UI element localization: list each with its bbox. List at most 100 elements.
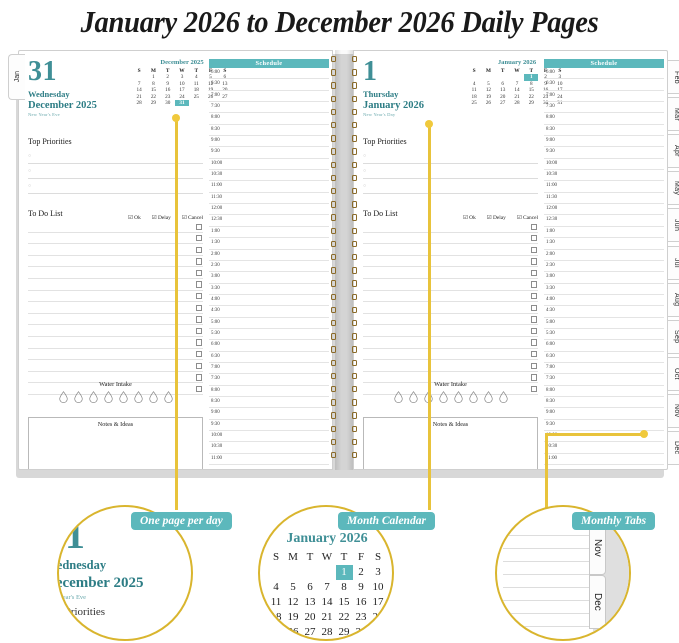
water-drop-icon[interactable]	[438, 390, 448, 403]
todo-row[interactable]	[363, 337, 538, 349]
water-drop-icon[interactable]	[103, 390, 113, 403]
calendar-day[interactable]: 26	[287, 626, 299, 638]
schedule-row[interactable]: 7:00	[544, 91, 664, 103]
schedule-row[interactable]: 6:00	[209, 68, 329, 80]
calendar-day[interactable]: 12	[287, 596, 299, 608]
calendar-day[interactable]: 31	[372, 626, 384, 638]
calendar-day[interactable]: 22	[150, 93, 157, 100]
callout-3-tab-dec[interactable]: Dec	[589, 575, 606, 629]
schedule-row[interactable]: 6:30	[209, 79, 329, 91]
calendar-day[interactable]: 3	[375, 566, 381, 578]
calendar-day[interactable]: 24	[179, 93, 185, 100]
calendar-day[interactable]: 18	[193, 87, 199, 94]
calendar-day[interactable]: 12	[485, 87, 492, 94]
schedule-line[interactable]	[232, 147, 329, 157]
schedule-line[interactable]	[232, 159, 329, 169]
schedule-row[interactable]: 5:00	[209, 318, 329, 329]
schedule-row[interactable]: 10:30	[544, 442, 664, 454]
schedule-row[interactable]: 9:30	[544, 420, 664, 431]
schedule-row[interactable]: 12:00	[209, 204, 329, 216]
calendar-day[interactable]: 15	[150, 87, 157, 94]
monthly-tab-apr[interactable]: Apr	[668, 134, 679, 169]
schedule-line[interactable]	[232, 193, 329, 203]
schedule-line[interactable]	[232, 68, 329, 78]
schedule-row[interactable]: 8:30	[209, 397, 329, 409]
todo-row[interactable]	[363, 360, 538, 372]
todo-row[interactable]	[363, 244, 538, 256]
calendar-day[interactable]: 12	[207, 80, 214, 87]
schedule-line[interactable]	[567, 329, 664, 339]
schedule-row[interactable]: 9:30	[209, 147, 329, 159]
todo-checkbox[interactable]	[195, 246, 202, 254]
schedule-row[interactable]: 5:00	[544, 318, 664, 329]
calendar-day[interactable]: 15	[338, 596, 350, 608]
todo-row[interactable]	[28, 267, 203, 279]
schedule-line[interactable]	[567, 102, 664, 112]
calendar-day[interactable]: 31	[557, 100, 563, 107]
schedule-row[interactable]: 10:00	[209, 159, 329, 171]
todo-checkbox[interactable]	[530, 385, 537, 393]
schedule-line[interactable]	[567, 340, 664, 350]
calendar-day[interactable]: 24	[557, 93, 563, 100]
calendar-day[interactable]: 21	[514, 93, 520, 100]
calendar-day[interactable]: 16	[355, 596, 367, 608]
todo-checkbox[interactable]	[530, 304, 537, 312]
schedule-row[interactable]: 6:30	[209, 352, 329, 363]
calendar-day[interactable]: 23	[355, 611, 367, 623]
todo-row[interactable]	[28, 279, 203, 291]
water-drop-icon[interactable]	[468, 390, 478, 403]
schedule-line[interactable]	[567, 284, 664, 294]
monthly-tab-feb[interactable]: Feb	[668, 60, 679, 94]
schedule-line[interactable]	[567, 250, 664, 260]
schedule-row[interactable]: 11:30	[209, 193, 329, 205]
todo-checkbox[interactable]	[530, 362, 537, 370]
schedule-line[interactable]	[232, 250, 329, 260]
calendar-day[interactable]: 25	[270, 626, 282, 638]
schedule-line[interactable]	[567, 170, 664, 180]
todo-checkbox[interactable]	[530, 316, 537, 323]
calendar-day[interactable]: 5	[487, 80, 490, 87]
schedule-line[interactable]	[232, 295, 329, 305]
schedule-line[interactable]	[232, 386, 329, 396]
calendar-day[interactable]: 3	[180, 74, 184, 81]
schedule-line[interactable]	[567, 238, 664, 248]
calendar-day[interactable]: 18	[471, 93, 477, 100]
schedule-row[interactable]: 3:30	[544, 284, 664, 295]
todo-row[interactable]	[363, 383, 538, 395]
priority-row[interactable]: ○	[28, 164, 203, 179]
calendar-day[interactable]: 8	[152, 80, 155, 87]
schedule-line[interactable]	[232, 340, 329, 350]
schedule-row[interactable]: 9:30	[544, 147, 664, 159]
calendar-day[interactable]: 18	[270, 611, 282, 623]
monthly-tab-dec[interactable]: Dec	[668, 431, 679, 465]
calendar-day[interactable]: 19	[287, 611, 299, 623]
todo-checkbox[interactable]	[530, 339, 537, 346]
calendar-day[interactable]: 30	[165, 100, 171, 107]
water-drop-icon[interactable]	[453, 390, 463, 403]
schedule-line[interactable]	[567, 159, 664, 169]
calendar-day[interactable]: 5	[209, 74, 212, 81]
schedule-row[interactable]: 6:30	[544, 352, 664, 363]
schedule-row[interactable]: 1:30	[209, 238, 329, 250]
calendar-day[interactable]: 9	[544, 80, 547, 87]
todo-row[interactable]	[363, 325, 538, 337]
schedule-row[interactable]: 7:00	[209, 91, 329, 103]
calendar-day[interactable]: 3	[558, 74, 562, 81]
calendar-day[interactable]: 2	[544, 74, 547, 81]
water-drop-icon[interactable]	[88, 390, 98, 403]
schedule-row[interactable]: 4:00	[209, 295, 329, 307]
monthly-tab-jul[interactable]: Jul	[668, 245, 679, 280]
calendar-day[interactable]: 6	[223, 74, 227, 81]
schedule-row[interactable]: 2:00	[209, 250, 329, 261]
schedule-row[interactable]: 9:30	[209, 420, 329, 431]
calendar-day[interactable]: 11	[471, 87, 477, 94]
schedule-line[interactable]	[232, 238, 329, 248]
todo-checkbox[interactable]	[195, 258, 202, 265]
schedule-row[interactable]: 5:30	[544, 329, 664, 341]
schedule-row[interactable]: 4:30	[209, 306, 329, 318]
calendar-day[interactable]: 28	[321, 626, 333, 638]
monthly-tab-nov[interactable]: Nov	[668, 393, 679, 428]
calendar-day[interactable]: 30	[542, 100, 549, 107]
todo-checkbox[interactable]	[530, 269, 537, 277]
todo-checkbox[interactable]	[530, 351, 537, 358]
